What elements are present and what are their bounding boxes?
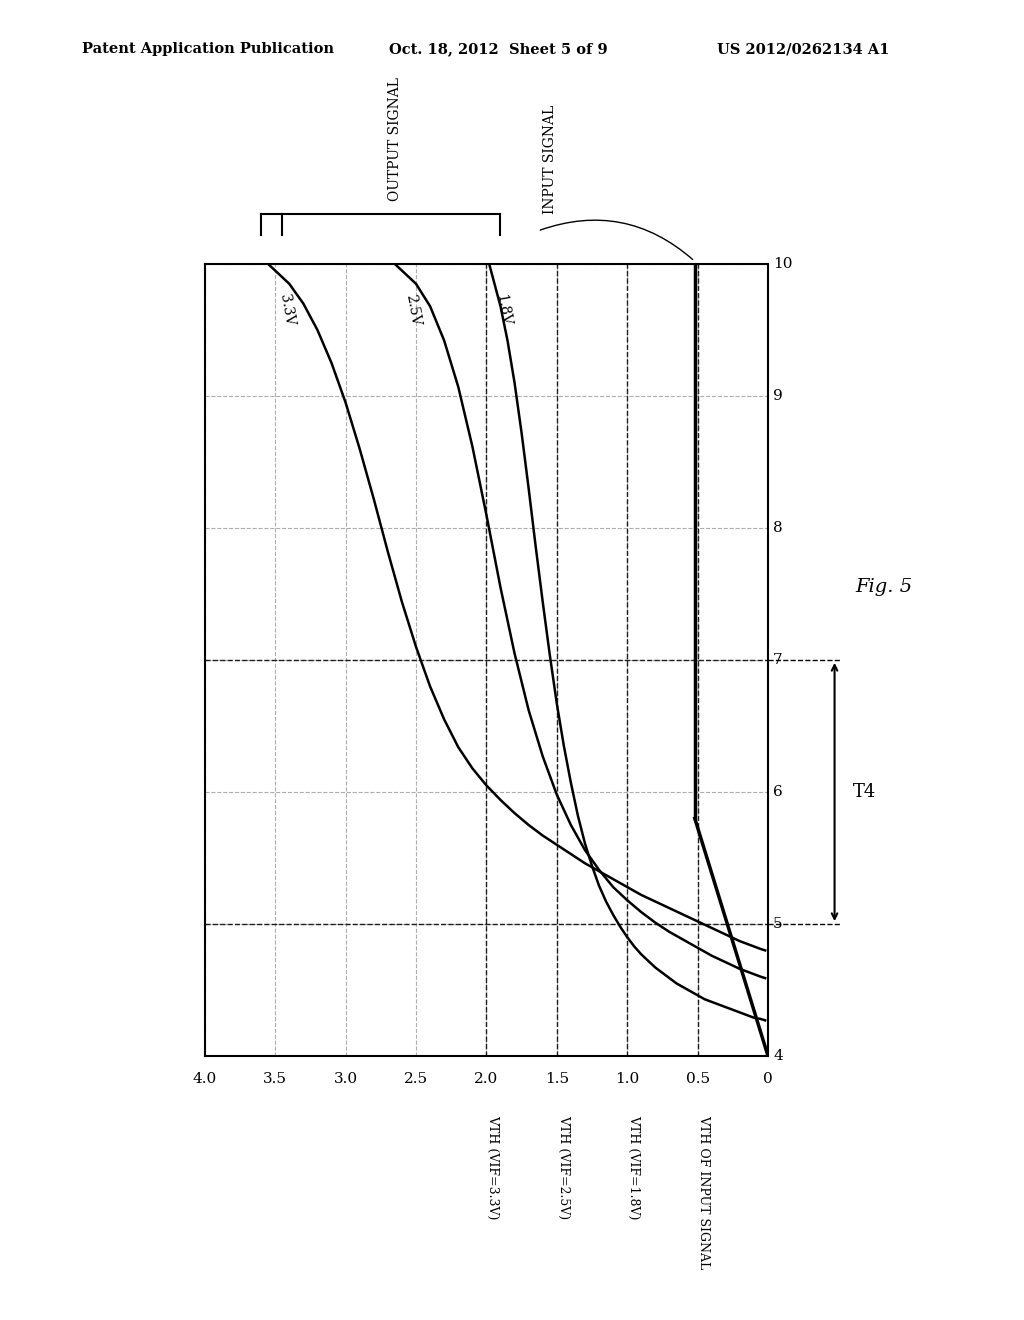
Text: 6: 6	[773, 785, 783, 799]
Text: 10: 10	[773, 257, 793, 271]
Text: 0: 0	[763, 1072, 773, 1086]
Text: 1.5: 1.5	[545, 1072, 569, 1086]
Text: 2.5V: 2.5V	[403, 293, 423, 327]
Text: 7: 7	[773, 653, 782, 667]
Text: 1.0: 1.0	[615, 1072, 639, 1086]
Text: VTH (VIF=2.5V): VTH (VIF=2.5V)	[557, 1115, 569, 1220]
Text: 3.5: 3.5	[263, 1072, 287, 1086]
Text: 0.5: 0.5	[685, 1072, 710, 1086]
Text: 5: 5	[773, 917, 782, 931]
Text: OUTPUT SIGNAL: OUTPUT SIGNAL	[388, 77, 401, 201]
Text: Oct. 18, 2012  Sheet 5 of 9: Oct. 18, 2012 Sheet 5 of 9	[389, 42, 608, 57]
Text: 2.0: 2.0	[474, 1072, 499, 1086]
Text: 4.0: 4.0	[193, 1072, 217, 1086]
Text: 1.8V: 1.8V	[494, 293, 513, 327]
Text: 8: 8	[773, 521, 782, 535]
Text: 4: 4	[773, 1049, 783, 1063]
Text: Fig. 5: Fig. 5	[855, 578, 912, 597]
Text: INPUT SIGNAL: INPUT SIGNAL	[543, 104, 557, 214]
Text: 3.0: 3.0	[334, 1072, 357, 1086]
Text: 2.5: 2.5	[403, 1072, 428, 1086]
Text: VTH (VIF=1.8V): VTH (VIF=1.8V)	[627, 1115, 640, 1220]
Text: 9: 9	[773, 389, 783, 403]
Text: US 2012/0262134 A1: US 2012/0262134 A1	[717, 42, 889, 57]
Text: Patent Application Publication: Patent Application Publication	[82, 42, 334, 57]
Text: T4: T4	[853, 783, 877, 801]
Text: VTH OF INPUT SIGNAL: VTH OF INPUT SIGNAL	[697, 1115, 711, 1270]
Text: VTH (VIF=3.3V): VTH (VIF=3.3V)	[486, 1115, 500, 1220]
Text: 3.3V: 3.3V	[276, 293, 296, 327]
